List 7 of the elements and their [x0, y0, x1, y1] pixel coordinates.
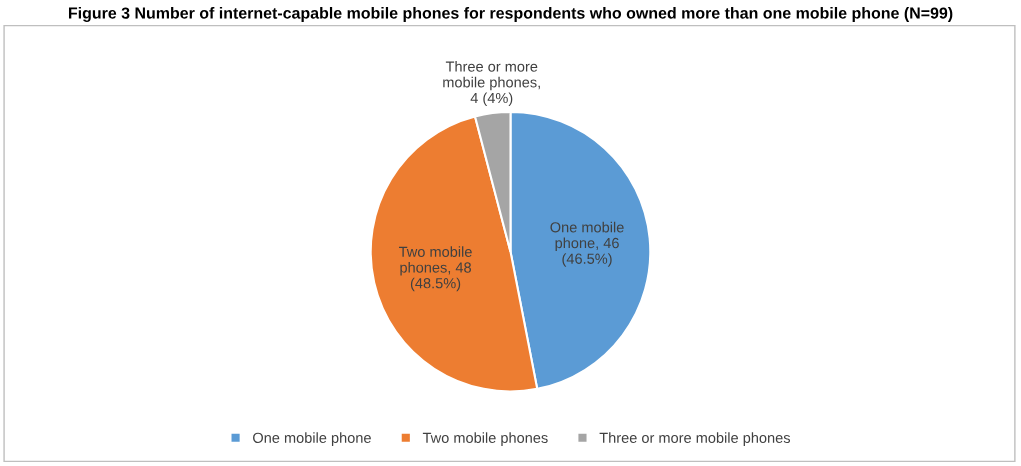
chart-title: Figure 3 Number of internet-capable mobile phones for respondents who owned more than one mobile phone (N=99) — [68, 6, 953, 22]
data-label: One mobile phone, 46 (46.5%) — [550, 221, 624, 267]
legend-label: Three or more mobile phones — [599, 432, 791, 446]
legend-label: One mobile phone — [253, 432, 371, 446]
legend-label: Two mobile phones — [422, 432, 548, 446]
data-label: Two mobile phones, 48 (48.5%) — [398, 246, 472, 292]
data-label: Three or more mobile phones, 4 (4%) — [443, 61, 540, 107]
